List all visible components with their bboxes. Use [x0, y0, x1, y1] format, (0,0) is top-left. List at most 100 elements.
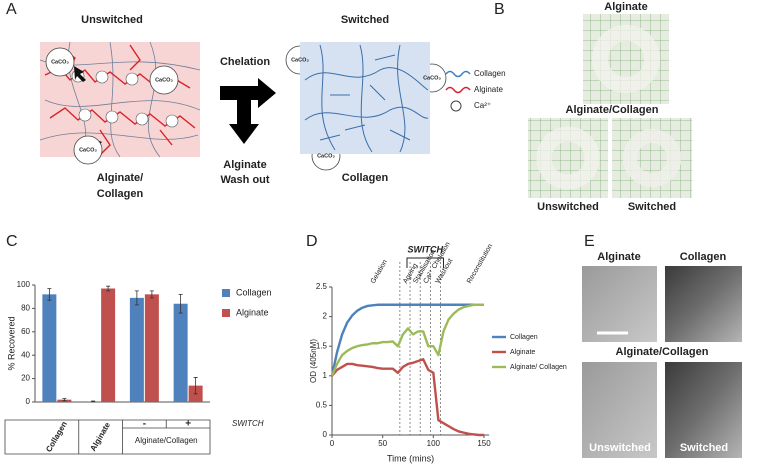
micrograph — [665, 266, 742, 342]
error-bar — [178, 293, 183, 314]
micrograph — [665, 362, 742, 458]
legend-label: Alginate — [510, 349, 535, 356]
heading: Switched — [341, 14, 389, 26]
step-label: Chelation — [220, 56, 270, 68]
x-tick-label: Collagen — [44, 420, 69, 454]
ring — [536, 126, 600, 190]
caco3-label: CaCO₃ — [155, 77, 173, 83]
annotation: Reconstitution — [466, 243, 494, 285]
panel-e: Alginate Collagen Alginate/Collagen Unsw… — [582, 251, 742, 458]
legend-label: Ca²⁺ — [474, 101, 491, 110]
caco3-label: CaCO₃ — [291, 57, 309, 63]
series-line — [331, 358, 484, 437]
caption: Switched — [680, 442, 728, 454]
ring — [623, 129, 681, 187]
y-tick-label: 0.5 — [316, 401, 328, 410]
chart-d: 0 0.5 1 1.5 2 2.5 0 50 100 150 Time (mins) OD (405n… — [309, 241, 567, 463]
x-tick-label: 0 — [330, 439, 335, 448]
legend-label: Alginate — [236, 307, 269, 317]
y-tick-label: 60 — [21, 327, 30, 336]
legend-label: Collagen — [510, 334, 538, 341]
y-tick-label: 2.5 — [316, 282, 328, 291]
legend-label: Collagen — [474, 69, 506, 78]
error-bar — [91, 400, 96, 403]
error-bar — [193, 377, 198, 395]
legend-swatch — [450, 100, 462, 112]
row-label: SWITCH — [232, 419, 264, 428]
x-tick-label: 50 — [378, 439, 387, 448]
x-tick-label: 100 — [427, 439, 441, 448]
ring — [592, 25, 660, 93]
x-tick-label: Alginate — [88, 420, 112, 452]
annotation: Gelation — [370, 259, 389, 285]
caco3-label: CaCO₃ — [79, 147, 97, 153]
step-label: Wash out — [220, 174, 269, 186]
collagen-network — [304, 44, 429, 153]
panel-label: C — [6, 233, 18, 250]
error-bar — [149, 290, 154, 299]
switch-label: SWITCH — [407, 244, 443, 254]
step-label: Alginate — [223, 159, 266, 171]
legend-swatch — [222, 289, 230, 297]
error-bar — [62, 398, 67, 402]
heading: Unswitched — [81, 14, 143, 26]
y-tick-label: 0 — [323, 430, 328, 439]
process-arrow — [220, 78, 276, 144]
heading: Collagen — [680, 251, 727, 263]
y-tick-label: 2 — [323, 312, 328, 321]
legend-label: Alginate — [474, 85, 503, 94]
caption: Switched — [628, 201, 676, 213]
group-label: Alginate/Collagen — [135, 436, 198, 445]
y-tick-label: 20 — [21, 374, 30, 383]
bar — [101, 288, 116, 402]
caption: Collagen — [342, 172, 389, 184]
x-axis-label: Time (mins) — [387, 453, 434, 463]
error-bar — [134, 290, 139, 306]
legend-swatch — [445, 70, 471, 78]
legend-label: Alginate/ Collagen — [510, 364, 567, 371]
panel-b: Alginate Alginate/Collagen Unswitched Sw… — [528, 1, 692, 213]
panel-label: E — [584, 233, 595, 250]
panel-label: B — [494, 1, 505, 18]
micrograph — [582, 266, 657, 342]
caco3-label: CaCO₃ — [51, 59, 69, 65]
y-tick-label: 100 — [17, 280, 31, 289]
y-tick-label: 1.5 — [316, 341, 328, 350]
bar — [129, 297, 144, 402]
y-axis-label: % Recovered — [6, 316, 16, 370]
legend-label: Collagen — [236, 287, 272, 297]
panel-a: Unswitched Switched CaCO₃ CaCO₃ CaCO₃ Ch… — [39, 14, 506, 200]
panel-label: A — [6, 1, 17, 18]
heading: Alginate/Collagen — [566, 104, 659, 116]
chart-c: 0 20 40 60 80 100 % Recovered Collagen Alginate C… — [4, 280, 272, 455]
heading: Alginate — [604, 1, 647, 13]
heading: Alginate — [597, 251, 640, 263]
caption: Unswitched — [589, 442, 651, 454]
y-tick-label: 1 — [323, 371, 328, 380]
panel-label: D — [306, 233, 318, 250]
heading: Alginate/Collagen — [616, 346, 709, 358]
caco3-label: CaCO₃ — [423, 75, 441, 81]
legend-swatch — [445, 86, 471, 94]
error-bar — [106, 285, 111, 292]
error-bar — [47, 288, 52, 301]
y-tick-label: 40 — [21, 350, 30, 359]
x-tick-label: 150 — [477, 439, 491, 448]
series-line — [330, 303, 484, 377]
caption: Collagen — [97, 188, 144, 200]
bar — [42, 294, 57, 402]
micrograph — [582, 362, 657, 458]
y-tick-label: 80 — [21, 304, 30, 313]
legend-swatch — [222, 309, 230, 317]
switch-bracket — [406, 257, 444, 268]
bar — [144, 294, 159, 402]
table-lines — [4, 419, 211, 455]
caco3-label: CaCO₃ — [317, 153, 335, 159]
caption: Unswitched — [537, 201, 599, 213]
y-axis-label: OD (405nM) — [309, 339, 318, 383]
x-tick-label: + — [185, 419, 191, 430]
x-tick-label: - — [143, 419, 146, 430]
y-tick-label: 0 — [26, 397, 31, 406]
bar — [173, 303, 188, 402]
caption: Alginate/ — [97, 172, 143, 184]
